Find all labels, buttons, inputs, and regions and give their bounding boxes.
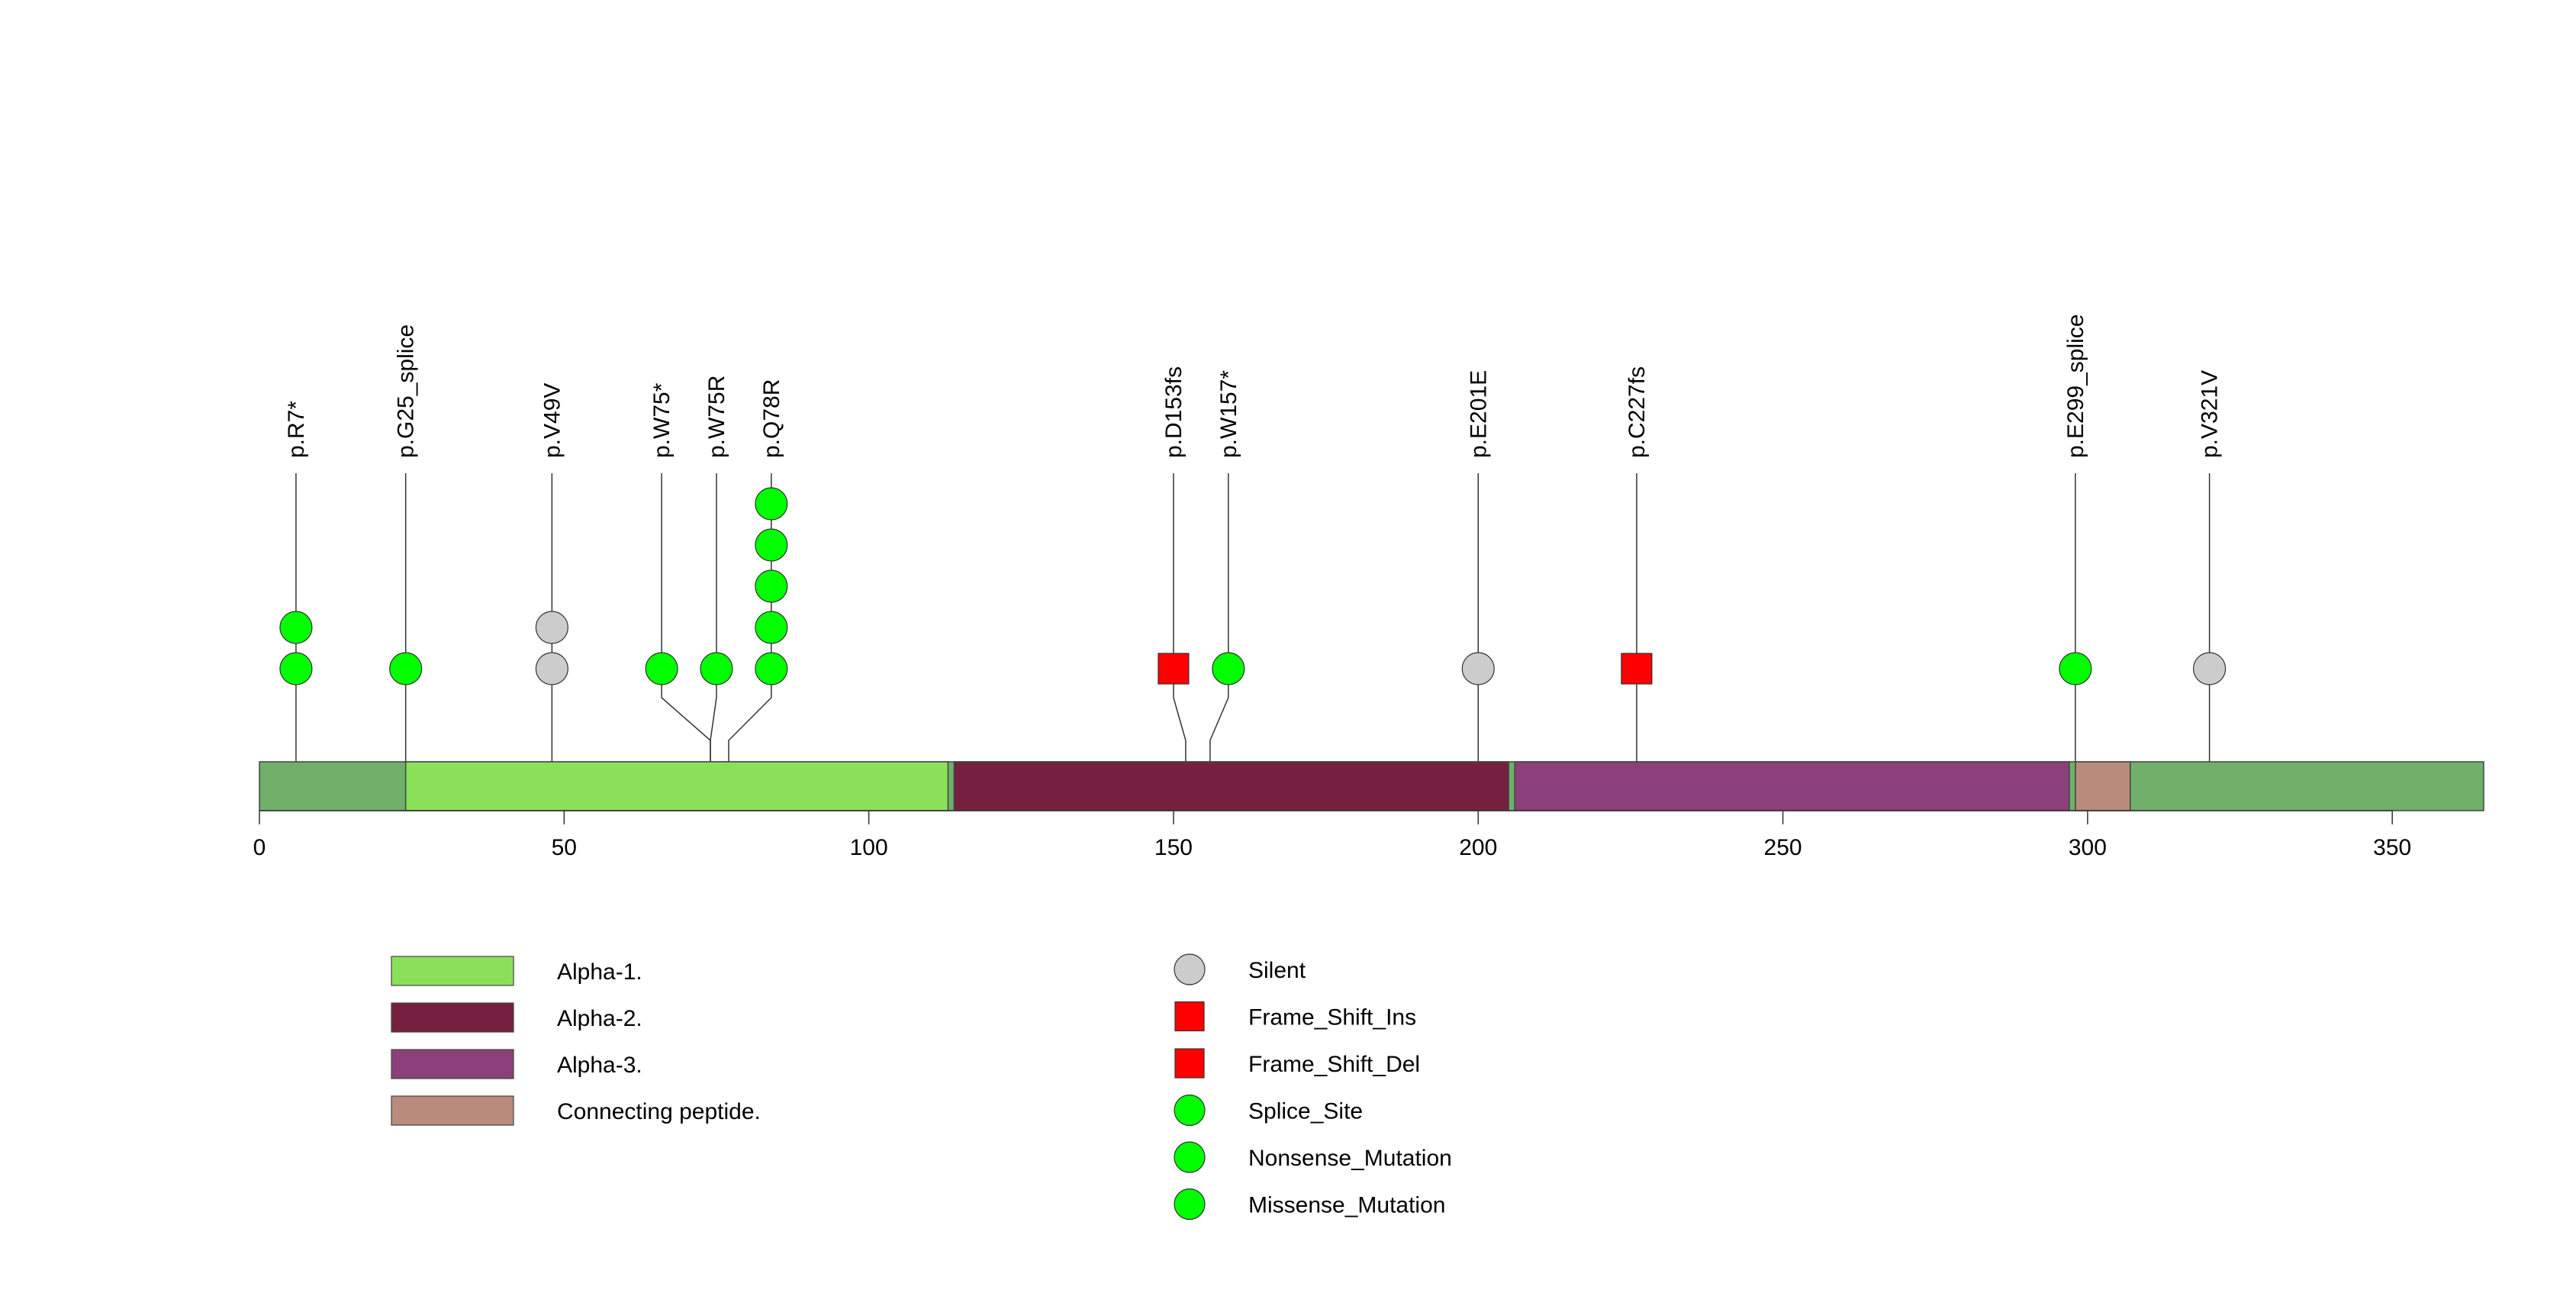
legend-label: Frame_Shift_Ins xyxy=(1248,1005,1416,1030)
legend-symbol xyxy=(1174,953,1206,985)
mutation-label: p.W75* xyxy=(649,382,675,458)
mutation-marker[interactable] xyxy=(389,652,423,685)
mutation-markers xyxy=(279,487,2227,685)
mutation-marker[interactable] xyxy=(645,652,678,685)
legend-symbol xyxy=(1174,1188,1206,1221)
mutation-marker[interactable] xyxy=(1212,652,1245,685)
domain-4[interactable] xyxy=(2075,761,2131,811)
mutation-label: p.Q78R xyxy=(759,379,784,458)
x-tick-label: 200 xyxy=(1459,835,1497,860)
mutation-marker[interactable] xyxy=(755,611,788,644)
legend-symbol xyxy=(1174,1001,1205,1032)
x-tick-label: 350 xyxy=(2373,835,2411,860)
legend-label: Splice_Site xyxy=(1248,1099,1363,1124)
legend-label: Alpha-1. xyxy=(557,959,642,985)
mutation-marker[interactable] xyxy=(535,652,568,685)
mutation-label: p.W157* xyxy=(1216,370,1241,458)
x-tick-label: 50 xyxy=(552,835,577,860)
legend-label: Alpha-3. xyxy=(557,1053,642,1078)
mutation-marker[interactable] xyxy=(700,652,733,685)
legend-label: Silent xyxy=(1248,958,1306,983)
x-tick-label: 150 xyxy=(1154,835,1193,860)
mutation-type-legend: Silent Frame_Shift_Ins Frame_Shift_Del Spli… xyxy=(1174,953,1452,1221)
mutation-marker[interactable] xyxy=(279,652,313,685)
mutation-marker[interactable] xyxy=(1158,653,1190,685)
mutation-marker[interactable] xyxy=(755,569,788,603)
x-tick-label: 250 xyxy=(1764,835,1802,860)
mutation-label: p.E201E xyxy=(1466,370,1491,458)
protein-backbone-group xyxy=(259,761,2484,811)
mutation-label: p.C227fs xyxy=(1624,366,1650,458)
legend-label: Alpha-2. xyxy=(557,1006,642,1031)
legend-symbol xyxy=(1174,1094,1206,1127)
domain-legend: Alpha-1. Alpha-2. Alpha-3. Connecting pepti… xyxy=(391,956,761,1126)
mutation-label: p.D153fs xyxy=(1161,366,1187,458)
legend-swatch xyxy=(391,1049,514,1079)
legend-symbol xyxy=(1174,1048,1205,1079)
legend-label: Nonsense_Mutation xyxy=(1248,1146,1452,1171)
mutation-marker[interactable] xyxy=(2193,652,2227,685)
mutation-marker[interactable] xyxy=(1461,652,1495,685)
legend-label: Missense_Mutation xyxy=(1248,1193,1445,1218)
mutation-marker[interactable] xyxy=(755,528,788,562)
x-axis: 0 50 100 150 200 250 300 350 xyxy=(253,810,2411,860)
legend-swatch xyxy=(391,956,514,986)
mutation-label: p.W75R xyxy=(704,376,729,458)
legend-label: Connecting peptide. xyxy=(557,1099,761,1124)
mutation-label: p.R7* xyxy=(284,401,309,458)
x-tick-label: 0 xyxy=(253,835,266,860)
mutation-marker[interactable] xyxy=(535,611,568,644)
domain-3[interactable] xyxy=(1514,761,2070,811)
mutation-label: p.V321V xyxy=(2198,370,2223,458)
x-tick-label: 100 xyxy=(850,835,888,860)
legend-symbol xyxy=(1174,1141,1206,1173)
mutation-marker[interactable] xyxy=(755,487,788,521)
legend-swatch xyxy=(391,1002,514,1033)
mutation-label: p.E299_splice xyxy=(2063,314,2088,458)
mutation-marker[interactable] xyxy=(1621,653,1653,685)
mutation-labels: p.R7* p.G25_splice p.V49V p.W75* p.W75R p.Q78… xyxy=(284,314,2223,458)
mutation-marker[interactable] xyxy=(755,652,788,685)
mutation-marker[interactable] xyxy=(279,611,313,644)
x-tick-label: 300 xyxy=(2069,835,2107,860)
mutation-marker[interactable] xyxy=(2059,652,2092,685)
mutation-label: p.G25_splice xyxy=(394,324,419,458)
legend-label: Frame_Shift_Del xyxy=(1248,1052,1420,1077)
domain-2[interactable] xyxy=(953,761,1509,811)
mutation-label: p.V49V xyxy=(539,383,565,458)
domain-1[interactable] xyxy=(404,761,949,811)
legend-swatch xyxy=(391,1095,514,1126)
